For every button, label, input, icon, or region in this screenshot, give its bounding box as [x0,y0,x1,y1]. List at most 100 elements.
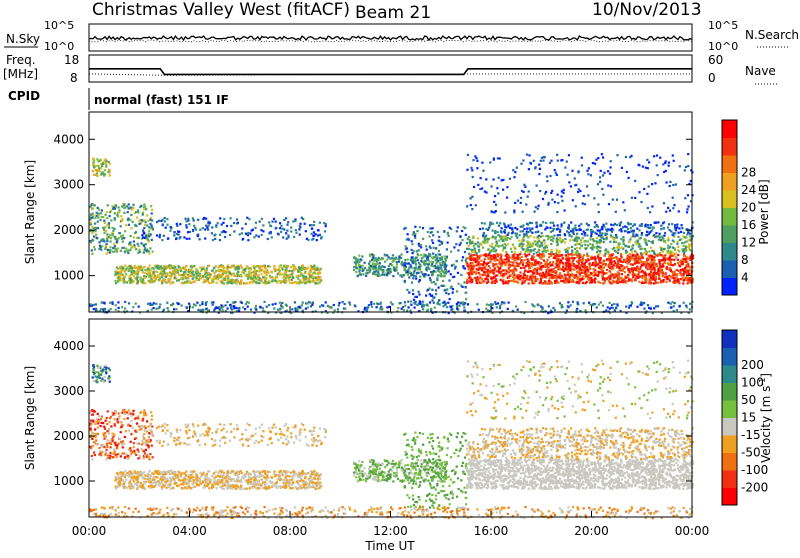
power-cell [663,227,665,229]
power-cell [654,270,656,272]
power-cell [679,239,681,241]
power-cell [520,251,522,253]
power-cell [291,282,293,284]
power-cell [519,271,521,273]
power-cell [662,255,664,257]
power-cell [555,276,557,278]
power-cell [653,307,655,309]
power-cell [172,270,174,272]
power-cell [554,201,556,203]
power-cell [494,232,496,234]
power-cell [401,261,403,263]
power-cell [581,157,583,159]
power-cell [626,262,628,264]
power-cell [615,241,617,243]
power-cell [205,225,207,227]
power-cell [533,160,535,162]
power-cell [545,273,547,275]
power-cell [494,238,496,240]
power-cell [552,228,554,230]
power-cell [353,266,355,268]
power-cell [580,260,582,262]
power-cell [489,245,491,247]
power-cell [620,253,622,255]
power-cell [655,273,657,275]
power-cell [513,176,515,178]
power-cell [429,288,431,290]
power-cell [561,261,563,263]
power-cell [95,174,97,176]
power-cell [568,281,570,283]
power-cell [637,277,639,279]
power-cell [362,265,364,267]
power-cell [365,275,367,277]
power-cell [100,219,102,221]
power-cell [156,221,158,223]
power-cell [594,221,596,223]
power-cell [304,271,306,273]
power-cell [601,232,603,234]
power-cell [530,258,532,260]
power-cell [294,220,296,222]
nave-tick-top: 60 [708,53,723,67]
power-cell [299,281,301,283]
power-cell [303,281,305,283]
power-cell [550,243,552,245]
power-cell [404,264,406,266]
power-cell [403,309,405,311]
power-cell [282,268,284,270]
power-cell [471,254,473,256]
power-cell [105,230,107,232]
power-cell [526,235,528,237]
power-cell [382,271,384,273]
power-cell [557,202,559,204]
power-cell [411,256,413,258]
power-cell [592,238,594,240]
power-cell [526,262,528,264]
power-cell [256,270,258,272]
power-cell [414,235,416,237]
power-cell [431,281,433,283]
power-cell [661,235,663,237]
power-cell [505,251,507,253]
power-cell [684,242,686,244]
power-cell [576,256,578,258]
power-cell [644,241,646,243]
power-cell [681,277,683,279]
power-cell [648,273,650,275]
power-cell [550,222,552,224]
power-cell [109,302,111,304]
power-cell [112,251,114,253]
power-cell [612,253,614,255]
power-cell [528,154,530,156]
power-cell [638,164,640,166]
power-cell [472,159,474,161]
power-cell [457,226,459,228]
power-cell [128,224,130,226]
power-cell [93,308,95,310]
power-cell [617,271,619,273]
power-cell [397,272,399,274]
power-cell [574,177,576,179]
power-cell [285,271,287,273]
power-cell [677,259,679,261]
power-cell [534,240,536,242]
power-cell [683,255,685,257]
power-cell [684,267,686,269]
power-cell [429,301,431,303]
power-cell [303,278,305,280]
power-cell [513,246,515,248]
power-cell [524,253,526,255]
noise-tick-left-bottom: 10^0 [44,40,74,53]
power-cell [168,264,170,266]
power-cell [439,274,441,276]
power-cell [546,180,548,182]
power-cell [528,253,530,255]
power-cell [95,234,97,236]
power-cell [619,277,621,279]
power-cell [473,251,475,253]
power-cell [256,265,258,267]
power-cell [513,272,515,274]
power-cell [94,217,96,219]
power-cell [531,222,533,224]
